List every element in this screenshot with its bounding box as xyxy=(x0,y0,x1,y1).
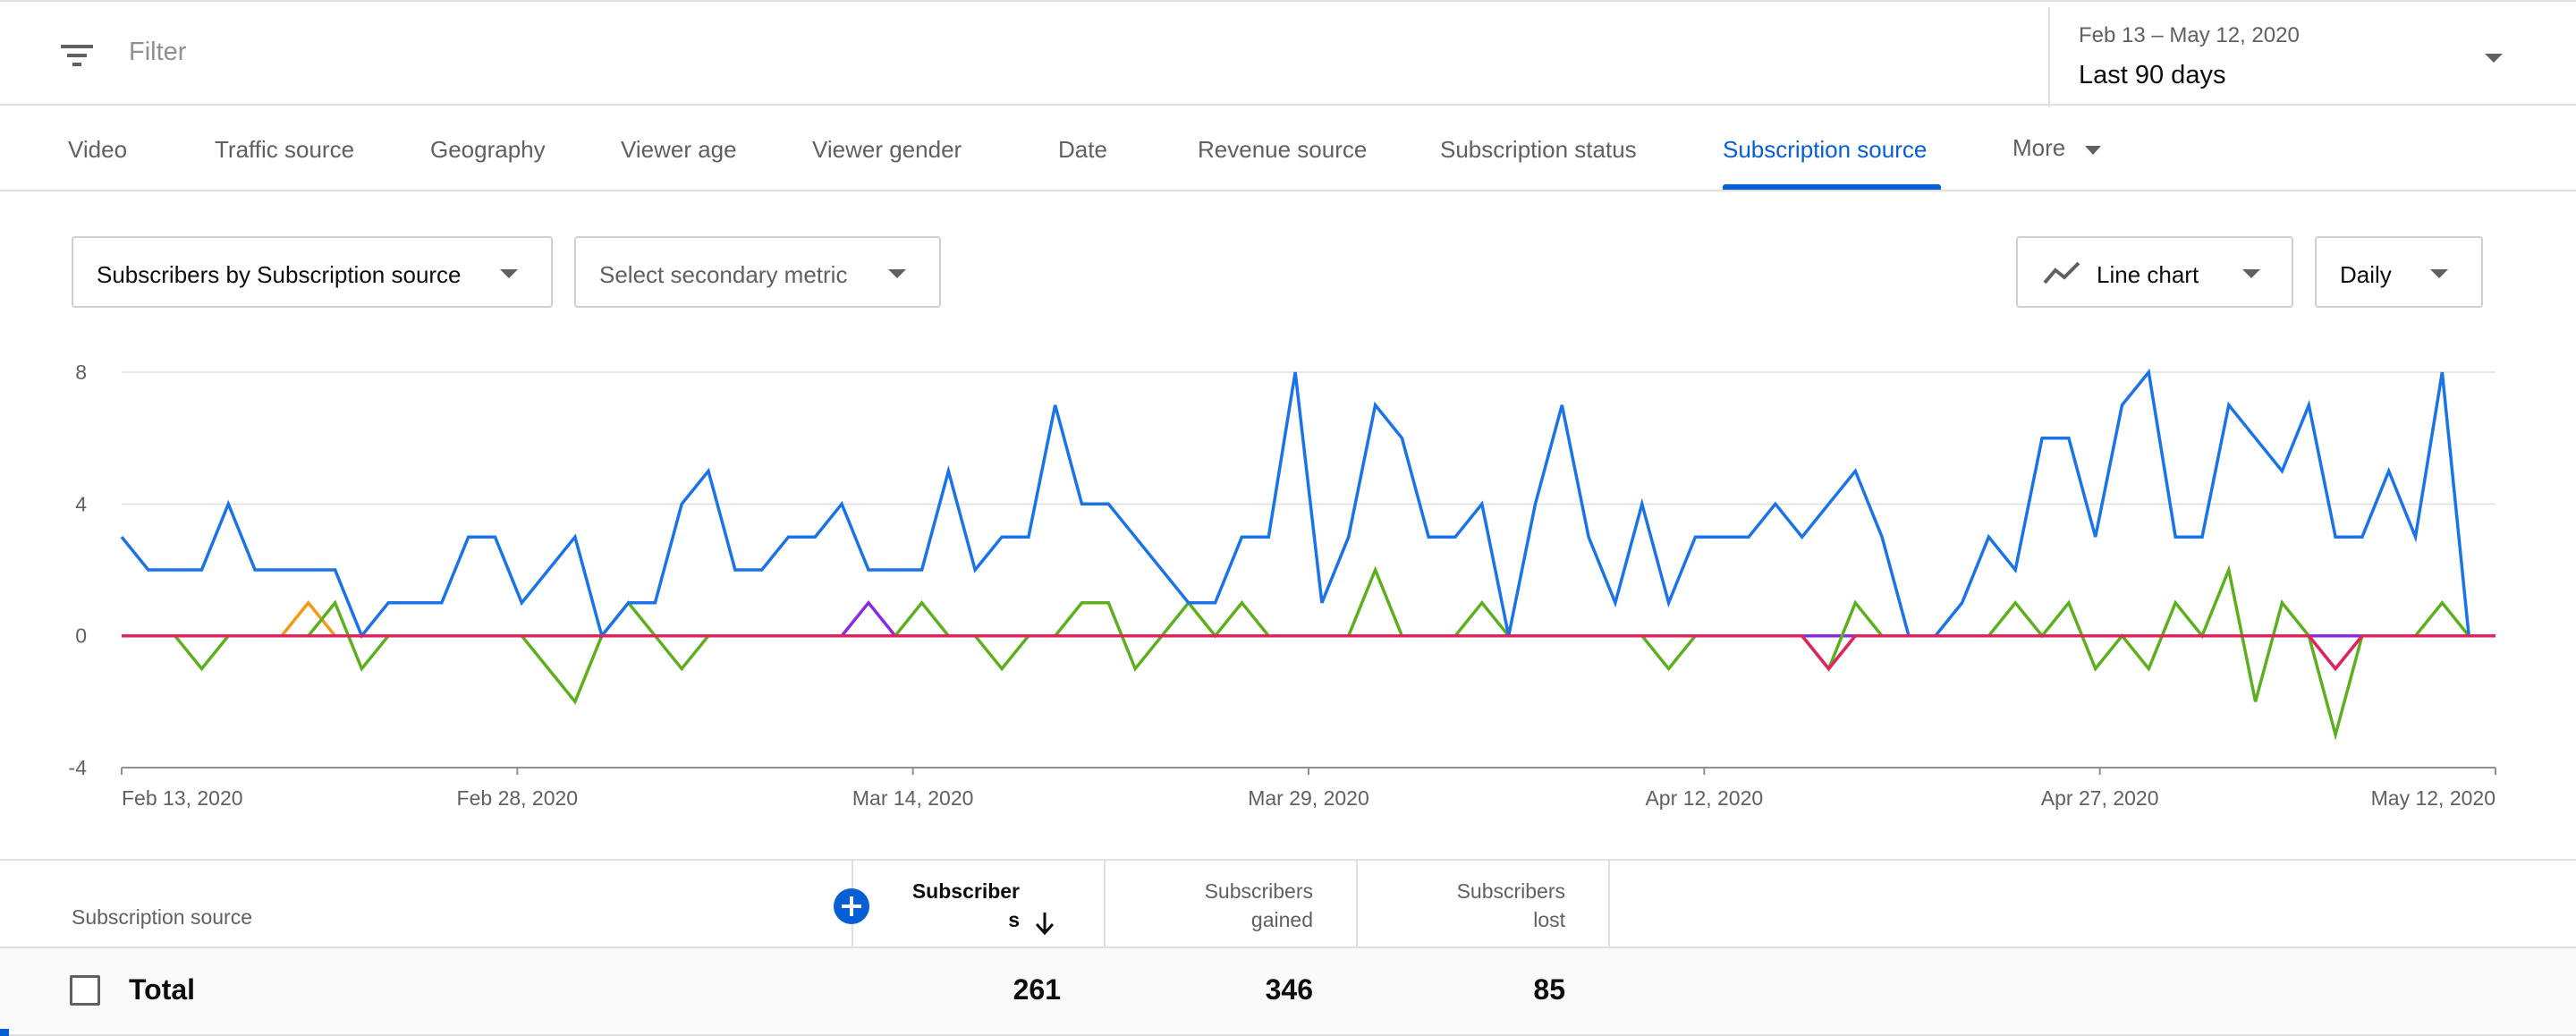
tab-video[interactable]: Video xyxy=(68,136,128,163)
y-tick-label: 8 xyxy=(75,361,87,384)
primary-metric-dropdown[interactable]: Subscribers by Subscription source xyxy=(72,236,553,308)
primary-metric-label: Subscribers by Subscription source xyxy=(97,261,462,288)
chevron-down-icon xyxy=(888,269,906,278)
interval-dropdown[interactable]: Daily xyxy=(2315,236,2483,308)
series-line-0[interactable] xyxy=(120,368,2496,640)
total-subscribers-lost: 85 xyxy=(1533,973,1565,1006)
arrow-down-icon[interactable] xyxy=(1034,911,1055,936)
row-accent xyxy=(0,1029,9,1036)
column-header-gained-line2: gained xyxy=(1250,908,1313,931)
column-header-subscribers-line1: Subscriber xyxy=(911,879,1020,903)
total-label: Total xyxy=(129,973,196,1006)
tab-date[interactable]: Date xyxy=(1058,136,1107,163)
column-header-subscription-source[interactable]: Subscription source xyxy=(72,905,252,929)
tab-more[interactable]: More xyxy=(2012,134,2066,161)
column-header-subscribers[interactable]: Subscriber s xyxy=(877,877,1020,934)
date-preset-label[interactable]: Last 90 days xyxy=(2079,61,2226,89)
tab-bar: Video Traffic source Geography Viewer ag… xyxy=(0,106,2576,191)
y-tick-label: 4 xyxy=(75,492,87,515)
active-tab-indicator xyxy=(1723,184,1941,190)
secondary-metric-label: Select secondary metric xyxy=(599,261,848,288)
line-chart[interactable]: 8 4 0 -4 Feb 13, 2020 Feb 28, 2020 Mar 14, 202… xyxy=(0,340,2576,823)
chevron-down-icon xyxy=(2430,269,2448,278)
series-line-4[interactable] xyxy=(122,633,2496,672)
chevron-down-icon xyxy=(500,269,518,278)
chart-type-label: Line chart xyxy=(2097,261,2199,288)
total-checkbox[interactable] xyxy=(70,975,100,1006)
tab-viewer-age[interactable]: Viewer age xyxy=(621,136,737,163)
filter-input[interactable]: Filter xyxy=(129,38,187,66)
column-header-gained-line1: Subscribers xyxy=(1204,879,1313,903)
x-tick-label: May 12, 2020 xyxy=(2371,786,2496,810)
table-row-total: Total 261 346 85 xyxy=(0,948,2576,1036)
x-tick-label: Mar 14, 2020 xyxy=(852,786,974,810)
series-line-3[interactable] xyxy=(122,600,2496,638)
column-header-lost-line2: lost xyxy=(1533,908,1565,931)
series-line-2[interactable] xyxy=(122,600,2496,638)
table-header: Subscription source Subscriber s Subscri… xyxy=(0,859,2576,1036)
series-line-4-overlay xyxy=(122,633,2496,672)
x-tick-label: Feb 13, 2020 xyxy=(122,786,243,810)
chevron-down-icon xyxy=(2242,269,2260,278)
column-header-subscribers-lost[interactable]: Subscribers lost xyxy=(1397,877,1565,934)
column-header-subscribers-line2: s xyxy=(1008,908,1020,931)
chart-type-dropdown[interactable]: Line chart xyxy=(2016,236,2293,308)
secondary-metric-dropdown[interactable]: Select secondary metric xyxy=(574,236,941,308)
tab-revenue-source[interactable]: Revenue source xyxy=(1198,136,1368,163)
x-tick-label: Apr 12, 2020 xyxy=(1645,786,1763,810)
x-tick-label: Apr 27, 2020 xyxy=(2041,786,2159,810)
tab-geography[interactable]: Geography xyxy=(430,136,546,163)
tab-subscription-source[interactable]: Subscription source xyxy=(1723,136,1928,163)
chevron-down-icon[interactable] xyxy=(2483,52,2504,64)
tab-subscription-status[interactable]: Subscription status xyxy=(1440,136,1637,163)
x-tick-label: Mar 29, 2020 xyxy=(1248,786,1369,810)
add-metric-icon[interactable] xyxy=(833,887,870,925)
filter-list-icon[interactable] xyxy=(59,43,95,68)
chevron-down-icon[interactable] xyxy=(2084,145,2102,156)
date-range-label[interactable]: Feb 13 – May 12, 2020 xyxy=(2079,23,2300,47)
series-line-1[interactable] xyxy=(122,564,2496,741)
y-tick-label: 0 xyxy=(75,624,87,648)
y-tick-label: -4 xyxy=(69,756,88,779)
tab-traffic-source[interactable]: Traffic source xyxy=(215,136,355,163)
divider xyxy=(2048,7,2050,107)
total-subscribers-gained: 346 xyxy=(1265,973,1313,1006)
line-chart-icon xyxy=(2043,261,2080,284)
total-subscribers: 261 xyxy=(1013,973,1061,1006)
filter-bar: Filter Feb 13 – May 12, 2020 Last 90 day… xyxy=(0,0,2576,107)
x-tick-label: Feb 28, 2020 xyxy=(457,786,579,810)
column-header-lost-line1: Subscribers xyxy=(1456,879,1565,903)
tab-viewer-gender[interactable]: Viewer gender xyxy=(812,136,962,163)
interval-label: Daily xyxy=(2340,261,2392,288)
column-header-subscribers-gained[interactable]: Subscribers gained xyxy=(1145,877,1313,934)
